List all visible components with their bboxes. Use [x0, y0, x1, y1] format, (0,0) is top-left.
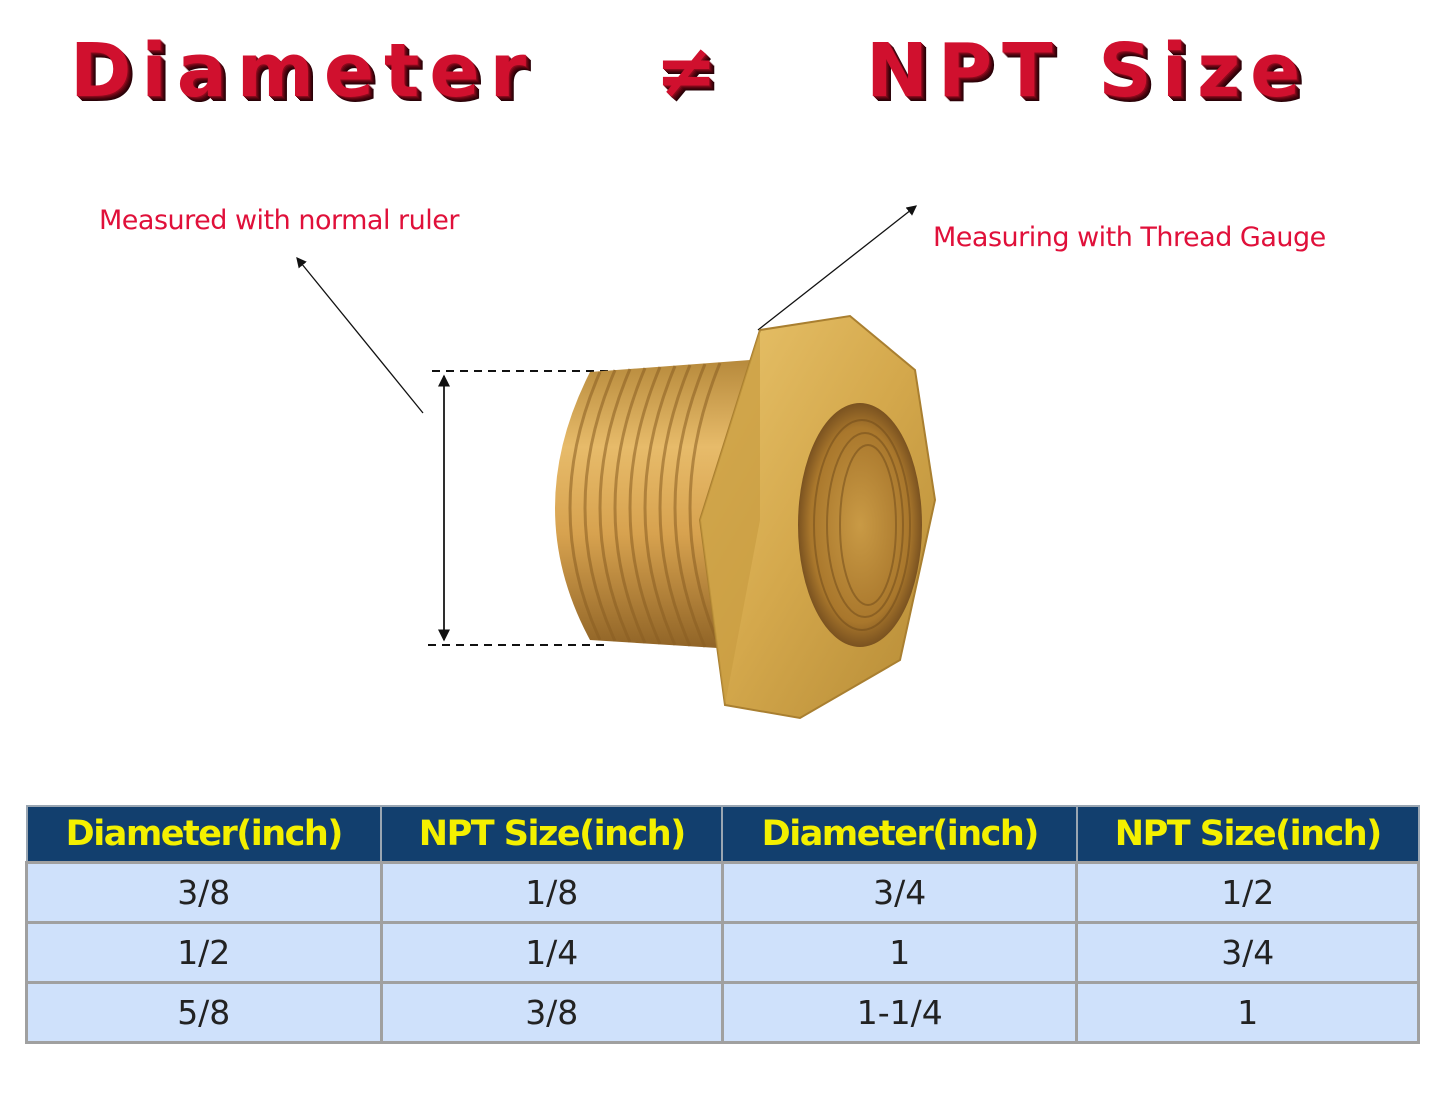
hex-nut [698, 314, 937, 720]
title-diameter: Diameter [70, 28, 537, 114]
diameter-dimension-line [428, 370, 615, 646]
table-cell: 3/8 [379, 981, 724, 1044]
header-npt-size: NPT Size(inch) [1075, 805, 1420, 864]
diameter-npt-table: Diameter(inch) NPT Size(inch) Diameter(i… [25, 805, 1420, 1044]
header-npt-size: NPT Size(inch) [379, 805, 724, 864]
table-cell: 5/8 [25, 981, 383, 1044]
table-cell: 3/4 [1075, 921, 1420, 984]
table-cell: 1/4 [379, 921, 724, 984]
table-row: 5/8 3/8 1-1/4 1 [25, 981, 1420, 1044]
table-row: 1/2 1/4 1 3/4 [25, 921, 1420, 984]
header-diameter: Diameter(inch) [721, 805, 1078, 864]
header-diameter: Diameter(inch) [25, 805, 382, 864]
title-npt-size: NPT Size [866, 28, 1311, 114]
table-cell: 1 [720, 921, 1079, 984]
table-cell: 1/2 [1075, 861, 1420, 924]
arrow-ruler [296, 256, 424, 414]
table-cell: 1/8 [379, 861, 724, 924]
table-cell: 1 [1075, 981, 1420, 1044]
table-cell: 1-1/4 [720, 981, 1079, 1044]
table-row: 3/8 1/8 3/4 1/2 [25, 861, 1420, 924]
title-not-equal-symbol: ≠ [655, 28, 728, 114]
arrow-gauge [757, 205, 918, 331]
annotation-ruler: Measured with normal ruler [99, 205, 459, 236]
table-cell: 3/4 [720, 861, 1079, 924]
table-header-row: Diameter(inch) NPT Size(inch) Diameter(i… [25, 805, 1420, 864]
brass-bushing-illustration [296, 205, 937, 720]
male-thread-body [555, 360, 750, 650]
table-cell: 1/2 [25, 921, 383, 984]
annotation-gauge: Measuring with Thread Gauge [933, 222, 1326, 253]
table-cell: 3/8 [25, 861, 383, 924]
